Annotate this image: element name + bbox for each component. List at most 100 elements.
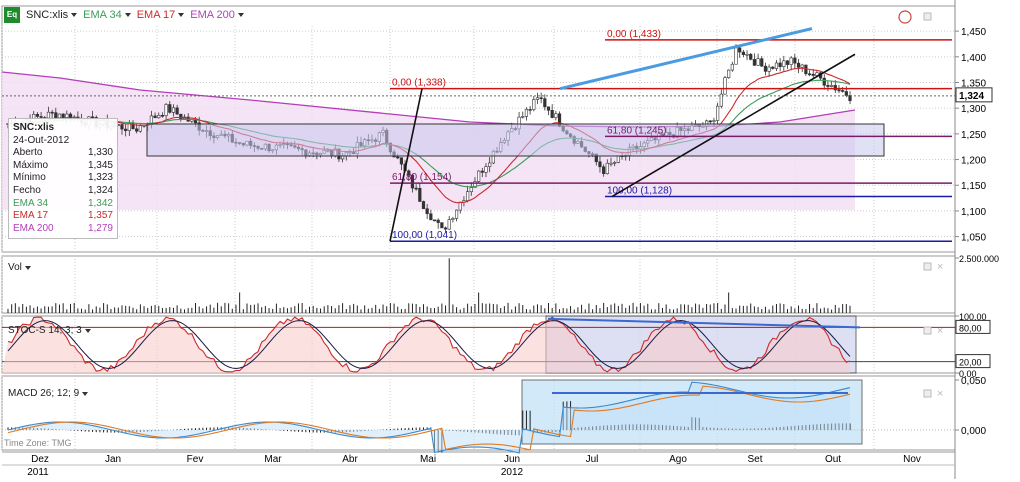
candle-body bbox=[752, 59, 757, 66]
indicator-label: EMA 34 bbox=[83, 9, 122, 21]
x-tick-label: Mar bbox=[264, 454, 282, 465]
candle-body bbox=[135, 128, 139, 132]
legend-row-value: 1,330 bbox=[87, 147, 113, 159]
y-tick-label: 1,250 bbox=[961, 130, 986, 141]
macd-panel-label[interactable]: MACD 26; 12; 9 bbox=[8, 388, 89, 399]
candle-body bbox=[807, 73, 812, 76]
legend-row-value: 1,342 bbox=[87, 197, 113, 209]
x-tick-label: Abr bbox=[342, 454, 358, 465]
legend-row: EMA 200 1,279 bbox=[13, 223, 113, 236]
y-value-tag bbox=[955, 319, 991, 334]
dropdown-arrow-icon bbox=[178, 13, 185, 17]
symbol-selector[interactable]: SNC:xlis bbox=[26, 9, 78, 21]
candle-body bbox=[532, 99, 536, 110]
indicator-ema34[interactable]: EMA 34 bbox=[83, 9, 131, 21]
candle-body bbox=[179, 113, 183, 119]
candle-body bbox=[785, 60, 790, 65]
candle-body bbox=[61, 113, 65, 118]
dropdown-arrow-icon bbox=[24, 265, 31, 270]
stochastic-divergence-line bbox=[547, 317, 861, 329]
indicator-label: EMA 200 bbox=[190, 9, 235, 21]
stochastic-k-line bbox=[7, 316, 851, 373]
y-tick-label: 0,050 bbox=[961, 376, 986, 387]
candle-body bbox=[54, 112, 58, 119]
candle-body bbox=[432, 219, 437, 222]
fibonacci-label: 61,80 (1,245) bbox=[607, 125, 667, 136]
candle-body bbox=[451, 218, 455, 220]
candle-body bbox=[546, 106, 551, 111]
close-icon: × bbox=[937, 388, 943, 400]
legend-row-value: 1,345 bbox=[87, 159, 113, 171]
candle-body bbox=[35, 113, 40, 117]
legend-date: 24-Out-2012 bbox=[13, 134, 70, 146]
indicator-ema200[interactable]: EMA 200 bbox=[190, 9, 244, 21]
last-price-tag bbox=[955, 87, 993, 103]
equity-icon: Eq bbox=[4, 7, 20, 23]
legend-row-value: 1,279 bbox=[87, 222, 113, 234]
indicator-label: EMA 17 bbox=[136, 9, 176, 21]
x-tick-label: Jan bbox=[105, 454, 121, 465]
dropdown-arrow-icon bbox=[82, 391, 89, 396]
candle-body bbox=[90, 116, 95, 119]
y-tick-label: 1,150 bbox=[961, 181, 986, 192]
candle-body bbox=[815, 72, 819, 76]
candle-body bbox=[157, 115, 161, 119]
candle-body bbox=[39, 116, 43, 118]
candle-body bbox=[602, 166, 606, 174]
clock-icon bbox=[898, 10, 912, 24]
candle-body bbox=[727, 69, 731, 79]
fibonacci-label: 61,80 (1,154) bbox=[392, 172, 452, 183]
y-tick-label: 80,00 bbox=[959, 323, 982, 333]
fibonacci-label: 100,00 (1,041) bbox=[392, 230, 457, 241]
y-tick-label: 1,450 bbox=[961, 27, 986, 38]
y-tick-label: 100,00 bbox=[959, 312, 987, 322]
macd-line bbox=[7, 381, 851, 454]
candle-body bbox=[539, 97, 543, 100]
symbol-label: SNC:xlis bbox=[26, 9, 69, 21]
candle-body bbox=[719, 93, 723, 107]
candle-body bbox=[716, 105, 720, 121]
candle-body bbox=[480, 170, 484, 173]
last-price-label: 1,324 bbox=[959, 91, 984, 102]
candle-body bbox=[616, 155, 620, 163]
timezone-watermark: Time Zone: TMG bbox=[4, 438, 72, 448]
legend-row: Mínimo 1,323 bbox=[13, 172, 113, 185]
minimize-icon bbox=[923, 262, 932, 271]
y-tick-label: 1,200 bbox=[961, 156, 986, 167]
legend-row-label: EMA 34 bbox=[13, 197, 49, 209]
candle-body bbox=[410, 174, 415, 189]
candle-body bbox=[605, 162, 609, 174]
candle-body bbox=[756, 58, 760, 66]
legend-title: SNC:xlis bbox=[13, 122, 55, 133]
x-tick-label: Dez bbox=[31, 454, 49, 465]
candle-body bbox=[535, 97, 540, 100]
legend-row-label: Máximo bbox=[13, 159, 49, 171]
candle-body bbox=[774, 62, 779, 69]
y-tick-label: 1,050 bbox=[961, 233, 986, 244]
uptrend-line bbox=[611, 53, 856, 198]
macd-signal-line bbox=[7, 385, 851, 451]
fibonacci-label: 0,00 (1,338) bbox=[392, 78, 446, 89]
y-tick-label: 1,400 bbox=[961, 53, 986, 64]
axis-background bbox=[955, 0, 1020, 479]
candle-body bbox=[436, 219, 440, 223]
candle-body bbox=[138, 125, 142, 132]
legend-row-value: 1,357 bbox=[87, 210, 113, 222]
candle-body bbox=[782, 60, 786, 67]
indicator-ema17[interactable]: EMA 17 bbox=[137, 9, 185, 21]
dropdown-arrow-icon bbox=[124, 13, 131, 17]
legend-row: Fecho 1,324 bbox=[13, 185, 113, 198]
candle-body bbox=[396, 156, 400, 159]
vol-panel-label[interactable]: Vol bbox=[8, 262, 31, 273]
y-tick-label: 0,00 bbox=[959, 369, 977, 379]
candle-body bbox=[763, 65, 768, 72]
stoch-panel-label[interactable]: STOC-S 14; 3; 3 bbox=[8, 325, 91, 336]
y-tick-label: 2.500.000 bbox=[959, 254, 999, 264]
dropdown-arrow-icon bbox=[84, 328, 91, 333]
candle-body bbox=[749, 53, 753, 60]
legend-row: EMA 17 1,357 bbox=[13, 210, 113, 223]
candle-body bbox=[447, 219, 451, 230]
dropdown-arrow-icon bbox=[237, 13, 244, 17]
